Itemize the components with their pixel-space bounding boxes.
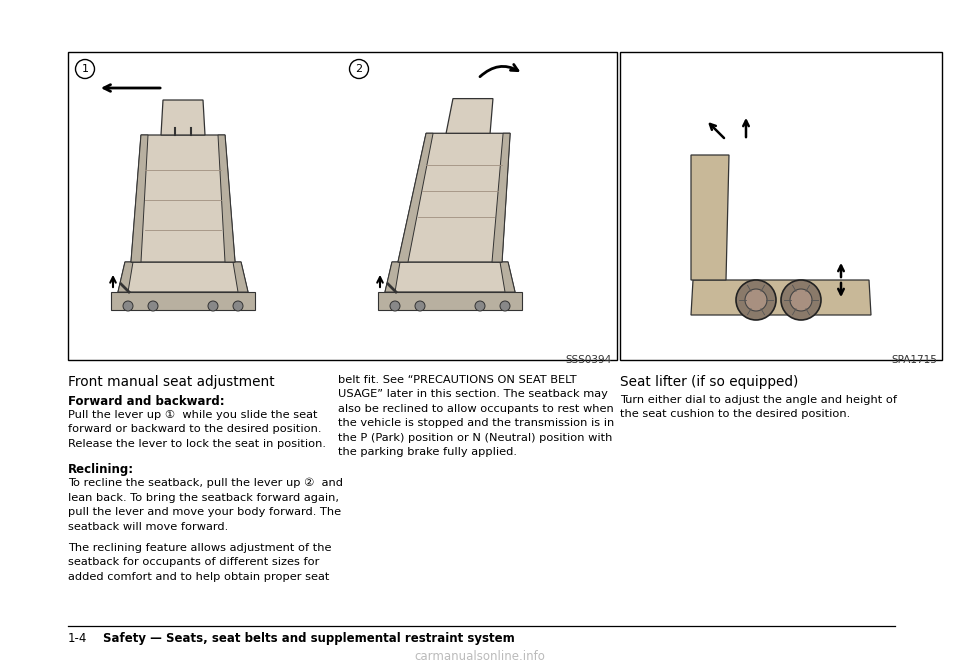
Text: SSS0394: SSS0394 xyxy=(565,355,612,365)
Text: To recline the seatback, pull the lever up ②  and
lean back. To bring the seatba: To recline the seatback, pull the lever … xyxy=(68,478,343,532)
Polygon shape xyxy=(398,133,510,262)
Polygon shape xyxy=(691,155,729,280)
Polygon shape xyxy=(118,262,248,292)
Polygon shape xyxy=(378,292,522,310)
Circle shape xyxy=(781,280,821,320)
Polygon shape xyxy=(398,133,433,262)
Polygon shape xyxy=(111,292,255,310)
Text: 2: 2 xyxy=(355,64,363,74)
Circle shape xyxy=(208,301,218,311)
Circle shape xyxy=(76,60,94,78)
Circle shape xyxy=(745,289,767,311)
Text: Pull the lever up ①  while you slide the seat
forward or backward to the desired: Pull the lever up ① while you slide the … xyxy=(68,410,326,449)
Polygon shape xyxy=(118,262,133,292)
Polygon shape xyxy=(161,100,205,135)
Circle shape xyxy=(123,301,133,311)
Text: Reclining:: Reclining: xyxy=(68,463,134,476)
Polygon shape xyxy=(131,135,235,262)
Polygon shape xyxy=(492,133,510,262)
Text: belt fit. See “PRECAUTIONS ON SEAT BELT
USAGE” later in this section. The seatba: belt fit. See “PRECAUTIONS ON SEAT BELT … xyxy=(338,375,614,457)
Polygon shape xyxy=(446,99,493,133)
Circle shape xyxy=(148,301,158,311)
Circle shape xyxy=(475,301,485,311)
Polygon shape xyxy=(691,280,871,315)
FancyBboxPatch shape xyxy=(68,52,617,360)
Circle shape xyxy=(790,289,812,311)
Text: Turn either dial to adjust the angle and height of
the seat cushion to the desir: Turn either dial to adjust the angle and… xyxy=(620,395,897,420)
Text: Forward and backward:: Forward and backward: xyxy=(68,395,225,408)
Text: Seat lifter (if so equipped): Seat lifter (if so equipped) xyxy=(620,375,799,389)
Text: carmanualsonline.info: carmanualsonline.info xyxy=(415,650,545,663)
Polygon shape xyxy=(233,262,248,292)
Text: Safety — Seats, seat belts and supplemental restraint system: Safety — Seats, seat belts and supplemen… xyxy=(103,632,515,645)
Polygon shape xyxy=(500,262,515,292)
Polygon shape xyxy=(385,262,515,292)
Text: Front manual seat adjustment: Front manual seat adjustment xyxy=(68,375,275,389)
Circle shape xyxy=(390,301,400,311)
Text: 1: 1 xyxy=(82,64,88,74)
Circle shape xyxy=(233,301,243,311)
Text: 1-4: 1-4 xyxy=(68,632,87,645)
Text: The reclining feature allows adjustment of the
seatback for occupants of differe: The reclining feature allows adjustment … xyxy=(68,543,331,582)
Circle shape xyxy=(736,280,776,320)
Polygon shape xyxy=(131,135,148,262)
FancyBboxPatch shape xyxy=(620,52,942,360)
Polygon shape xyxy=(218,135,235,262)
Circle shape xyxy=(415,301,425,311)
Polygon shape xyxy=(385,262,400,292)
Text: SPA1715: SPA1715 xyxy=(891,355,937,365)
Circle shape xyxy=(349,60,369,78)
Circle shape xyxy=(500,301,510,311)
